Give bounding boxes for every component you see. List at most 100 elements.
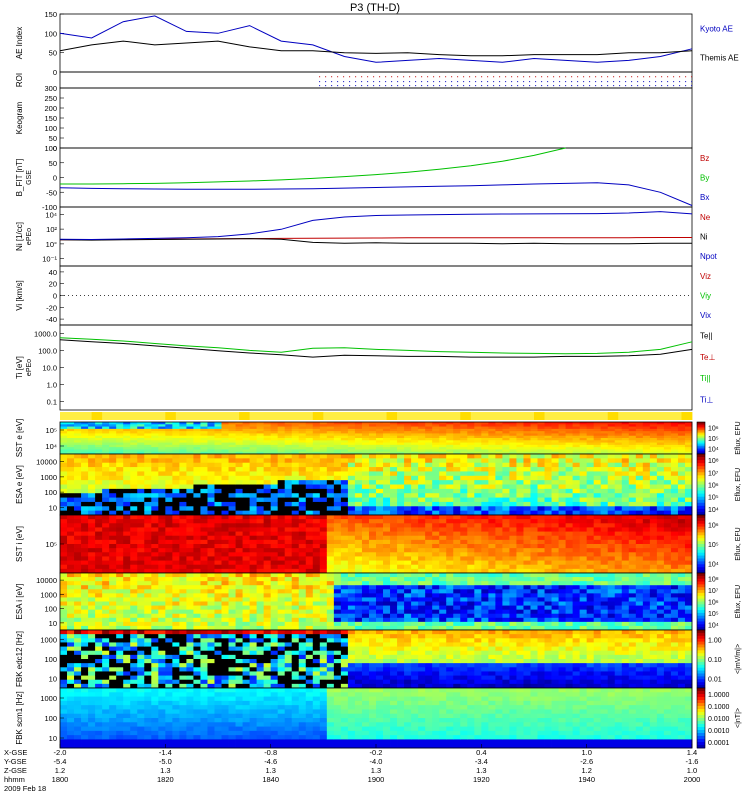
heatmap-cell [320, 573, 327, 577]
heatmap-cell [165, 602, 172, 606]
heatmap-cell [481, 493, 488, 498]
heatmap-cell [369, 467, 376, 472]
heatmap-cell [355, 536, 362, 541]
heatmap-cell [516, 565, 523, 570]
heatmap-cell [334, 606, 341, 610]
heatmap-cell [88, 422, 95, 425]
heatmap-cell [327, 443, 334, 446]
heatmap-cell [257, 458, 264, 463]
heatmap-cell [299, 480, 306, 485]
heatmap-cell [657, 447, 664, 450]
colorbar-cell [697, 460, 705, 463]
heatmap-cell [179, 463, 186, 468]
heatmap-cell [404, 556, 411, 561]
heatmap-cell [615, 438, 622, 441]
heatmap-cell [116, 515, 123, 520]
heatmap-cell [559, 493, 566, 498]
heatmap-cell [685, 561, 692, 566]
heatmap-cell [179, 431, 186, 434]
heatmap-cell [664, 476, 671, 481]
heatmap-cell [60, 467, 67, 472]
heatmap-cell [88, 585, 95, 589]
heatmap-cell [383, 438, 390, 441]
heatmap-cell [334, 527, 341, 532]
heatmap-cell [186, 476, 193, 481]
heatmap-cell [313, 458, 320, 463]
heatmap-cell [376, 602, 383, 606]
heatmap-cell [615, 556, 622, 561]
heatmap-cell [481, 581, 488, 585]
heatmap-cell [362, 585, 369, 589]
heatmap-cell [60, 431, 67, 434]
heatmap-cell [95, 427, 102, 430]
heatmap-cell [299, 493, 306, 498]
heatmap-cell [179, 493, 186, 498]
heatmap-cell [257, 463, 264, 468]
heatmap-cell [123, 577, 130, 581]
heatmap-cell [299, 422, 306, 425]
heatmap-cell [608, 515, 615, 520]
heatmap-cell [559, 527, 566, 532]
heatmap-cell [545, 485, 552, 490]
heatmap-cell [509, 471, 516, 476]
heatmap-cell [467, 593, 474, 597]
heatmap-cell [685, 552, 692, 557]
heatmap-cell [573, 489, 580, 494]
colorbar-cell [697, 567, 705, 570]
heatmap-cell [664, 540, 671, 545]
heatmap-cell [264, 597, 271, 601]
heatmap-cell [264, 536, 271, 541]
heatmap-cell [383, 493, 390, 498]
heatmap-cell [67, 585, 74, 589]
heatmap-cell [411, 548, 418, 553]
heatmap-cell [81, 610, 88, 614]
heatmap-cell [123, 443, 130, 446]
heatmap-cell [502, 602, 509, 606]
heatmap-cell [236, 565, 243, 570]
heatmap-cell [530, 436, 537, 439]
heatmap-cell [236, 523, 243, 528]
heatmap-cell [362, 515, 369, 520]
heatmap-cell [418, 548, 425, 553]
heatmap-cell [88, 548, 95, 553]
heatmap-cell [60, 556, 67, 561]
heatmap-cell [116, 443, 123, 446]
heatmap-cell [432, 458, 439, 463]
heatmap-cell [580, 485, 587, 490]
heatmap-cell [495, 493, 502, 498]
heatmap-cell [243, 447, 250, 450]
heatmap-cell [516, 544, 523, 549]
heatmap-cell [214, 622, 221, 626]
heatmap-cell [137, 506, 144, 511]
heatmap-cell [538, 467, 545, 472]
heatmap-cell [278, 443, 285, 446]
heatmap-cell [664, 532, 671, 537]
heatmap-cell [538, 493, 545, 498]
heatmap-cell [172, 438, 179, 441]
heatmap-cell [306, 523, 313, 528]
heatmap-cell [467, 552, 474, 557]
heatmap-cell [376, 622, 383, 626]
heatmap-cell [488, 422, 495, 425]
heatmap-cell [257, 593, 264, 597]
heatmap-cell [250, 565, 257, 570]
heatmap-cell [622, 463, 629, 468]
heatmap-cell [207, 454, 214, 459]
heatmap-cell [495, 454, 502, 459]
heatmap-cell [200, 489, 207, 494]
heatmap-cell [573, 436, 580, 439]
heatmap-cell [186, 618, 193, 622]
heatmap-cell [158, 536, 165, 541]
heatmap-cell [236, 480, 243, 485]
heatmap-cell [327, 493, 334, 498]
heatmap-cell [116, 602, 123, 606]
heatmap-cell [622, 471, 629, 476]
heatmap-cell [67, 622, 74, 626]
heatmap-cell [130, 536, 137, 541]
heatmap-cell [411, 443, 418, 446]
heatmap-cell [425, 422, 432, 425]
heatmap-cell [243, 536, 250, 541]
heatmap-cell [671, 427, 678, 430]
heatmap-cell [264, 489, 271, 494]
heatmap-cell [285, 618, 292, 622]
